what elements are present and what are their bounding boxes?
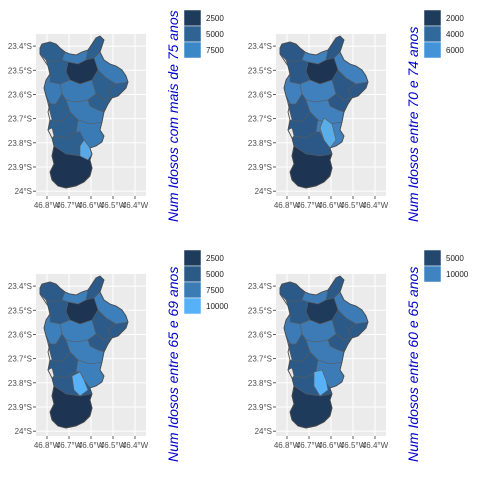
city-outline <box>279 35 369 189</box>
map-svg: 23.4°S 23.5°S 23.6°S 23.7°S 23.8°S 23.9°S 24°S… <box>8 9 224 222</box>
y-tick-label: 23.4°S <box>248 42 272 51</box>
legend-title: Num Idosos entre 60 e 65 anos <box>405 267 421 462</box>
legend-label: 4000 <box>446 30 464 39</box>
y-tick-label: 23.4°S <box>8 42 32 51</box>
map-svg: 23.4°S 23.5°S 23.6°S 23.7°S 23.8°S 23.9°S 24°S… <box>248 9 464 222</box>
x-tick-label: 46.8°W <box>274 201 301 210</box>
legend-label: 5000 <box>446 254 464 263</box>
legend-title: Num Idosos entre 65 e 69 anos <box>165 267 181 462</box>
x-tick-label: 46.5°W <box>340 441 367 450</box>
x-tick-label: 46.5°W <box>100 201 127 210</box>
x-tick-label: 46.5°W <box>100 441 127 450</box>
y-tick-label: 23.5°S <box>8 66 32 75</box>
city-outline <box>39 35 129 189</box>
legend-swatch <box>183 297 202 315</box>
x-tick-label: 46.5°W <box>340 201 367 210</box>
legend-title: Num Idosos entre 70 e 74 anos <box>405 27 421 222</box>
x-tick-label: 46.6°W <box>318 201 345 210</box>
y-tick-label: 23.8°S <box>8 379 32 388</box>
legend-swatch <box>183 25 202 43</box>
y-tick-label: 23.6°S <box>8 90 32 99</box>
legend-swatch <box>183 265 202 283</box>
y-tick-label: 23.8°S <box>248 139 272 148</box>
y-tick-label: 23.9°S <box>248 403 272 412</box>
legend-swatch <box>423 25 442 43</box>
map-svg: 23.4°S 23.5°S 23.6°S 23.7°S 23.8°S 23.9°S 24°S… <box>248 249 469 462</box>
x-tick-label: 46.4°W <box>362 201 389 210</box>
legend-swatch <box>183 281 202 299</box>
y-tick-label: 23.5°S <box>248 66 272 75</box>
legend-label: 7500 <box>206 46 224 55</box>
x-tick-label: 46.8°W <box>34 201 61 210</box>
y-tick-label: 23.7°S <box>8 115 32 124</box>
legend-label: 5000 <box>206 270 224 279</box>
y-tick-label: 23.7°S <box>248 355 272 364</box>
x-tick-label: 46.4°W <box>122 441 149 450</box>
x-tick-label: 46.7°W <box>56 201 83 210</box>
city-map <box>39 35 129 189</box>
city-map <box>279 275 369 429</box>
y-tick-label: 23.4°S <box>8 282 32 291</box>
legend-title: Num Idosos com mais de 75 anos <box>165 10 181 222</box>
map-panel-70-74: 23.4°S 23.5°S 23.6°S 23.7°S 23.8°S 23.9°S 24°S… <box>240 0 480 240</box>
x-tick-label: 46.6°W <box>78 441 105 450</box>
y-tick-label: 24°S <box>255 427 272 436</box>
legend-label: 2000 <box>446 14 464 23</box>
map-panel-65-69: 23.4°S 23.5°S 23.6°S 23.7°S 23.8°S 23.9°S 24°S… <box>0 240 240 480</box>
legend-swatch <box>423 249 442 267</box>
legend-swatch <box>183 9 202 27</box>
legend-swatch <box>423 9 442 27</box>
y-tick-label: 24°S <box>15 427 32 436</box>
x-tick-label: 46.6°W <box>78 201 105 210</box>
region-highlight <box>71 371 89 397</box>
legend-label: 10000 <box>206 302 229 311</box>
legend-label: 6000 <box>446 46 464 55</box>
legend-label: 5000 <box>206 30 224 39</box>
x-tick-label: 46.7°W <box>296 201 323 210</box>
x-tick-label: 46.7°W <box>296 441 323 450</box>
x-tick-label: 46.4°W <box>122 201 149 210</box>
x-tick-label: 46.8°W <box>274 441 301 450</box>
city-outline <box>39 275 129 429</box>
y-tick-label: 24°S <box>255 187 272 196</box>
y-tick-label: 23.6°S <box>248 330 272 339</box>
y-tick-label: 23.8°S <box>248 379 272 388</box>
x-tick-label: 46.4°W <box>362 441 389 450</box>
legend-label: 2500 <box>206 254 224 263</box>
legend-label: 2500 <box>206 14 224 23</box>
legend-label: 10000 <box>446 270 469 279</box>
map-svg: 23.4°S 23.5°S 23.6°S 23.7°S 23.8°S 23.9°S 24°S… <box>8 249 229 462</box>
x-tick-label: 46.7°W <box>56 441 83 450</box>
legend-swatch <box>423 265 442 283</box>
legend-swatch <box>423 41 442 59</box>
city-outline <box>279 275 369 429</box>
map-panel-60-65: 23.4°S 23.5°S 23.6°S 23.7°S 23.8°S 23.9°S 24°S… <box>240 240 480 480</box>
y-tick-label: 23.7°S <box>248 115 272 124</box>
y-tick-label: 23.8°S <box>8 139 32 148</box>
y-tick-label: 23.6°S <box>248 90 272 99</box>
city-map <box>39 275 129 429</box>
y-tick-label: 23.9°S <box>8 403 32 412</box>
legend-swatch <box>183 41 202 59</box>
x-tick-label: 46.8°W <box>34 441 61 450</box>
y-tick-label: 23.4°S <box>248 282 272 291</box>
region-highlight <box>313 369 329 397</box>
map-panel-75plus: 23.4°S 23.5°S 23.6°S 23.7°S 23.8°S 23.9°S 24°S… <box>0 0 240 240</box>
y-tick-label: 23.6°S <box>8 330 32 339</box>
y-tick-label: 24°S <box>15 187 32 196</box>
x-tick-label: 46.6°W <box>318 441 345 450</box>
y-tick-label: 23.7°S <box>8 355 32 364</box>
y-tick-label: 23.5°S <box>248 306 272 315</box>
city-map <box>279 35 369 189</box>
y-tick-label: 23.5°S <box>8 306 32 315</box>
y-tick-label: 23.9°S <box>248 163 272 172</box>
y-tick-label: 23.9°S <box>8 163 32 172</box>
legend-swatch <box>183 249 202 267</box>
legend-label: 7500 <box>206 286 224 295</box>
